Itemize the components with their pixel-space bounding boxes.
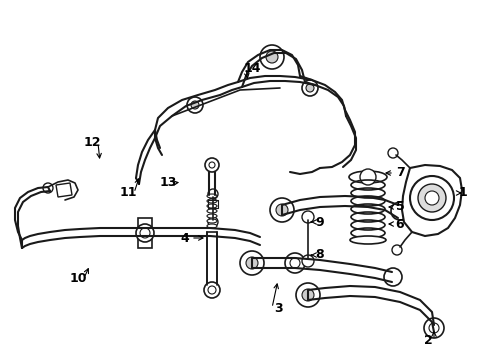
Text: 4: 4 — [181, 231, 189, 244]
Circle shape — [302, 211, 314, 223]
Circle shape — [302, 80, 318, 96]
Circle shape — [209, 162, 215, 168]
Circle shape — [424, 318, 444, 338]
Polygon shape — [138, 218, 152, 248]
Circle shape — [260, 45, 284, 69]
Ellipse shape — [207, 224, 217, 228]
Circle shape — [136, 224, 154, 242]
Circle shape — [360, 169, 376, 185]
Circle shape — [208, 189, 218, 199]
Text: 7: 7 — [395, 166, 404, 180]
Polygon shape — [402, 165, 462, 236]
Circle shape — [384, 268, 402, 286]
Circle shape — [208, 217, 218, 227]
Circle shape — [306, 84, 314, 92]
Circle shape — [246, 257, 258, 269]
Text: 10: 10 — [69, 271, 87, 284]
Circle shape — [302, 255, 314, 267]
Text: 8: 8 — [316, 248, 324, 261]
Circle shape — [187, 97, 203, 113]
Text: 9: 9 — [316, 216, 324, 229]
Polygon shape — [56, 183, 72, 197]
Circle shape — [205, 158, 219, 172]
Circle shape — [285, 253, 305, 273]
Circle shape — [270, 198, 294, 222]
Circle shape — [208, 286, 216, 294]
Text: 14: 14 — [243, 62, 261, 75]
Ellipse shape — [207, 219, 217, 223]
Circle shape — [410, 176, 454, 220]
Circle shape — [391, 202, 409, 220]
Polygon shape — [207, 232, 217, 285]
Ellipse shape — [350, 236, 386, 244]
Ellipse shape — [207, 204, 217, 208]
Text: 5: 5 — [395, 201, 404, 213]
Circle shape — [266, 51, 278, 63]
Circle shape — [296, 283, 320, 307]
Text: 2: 2 — [424, 333, 432, 346]
Circle shape — [290, 258, 300, 268]
Circle shape — [429, 323, 439, 333]
Ellipse shape — [349, 171, 387, 183]
Circle shape — [392, 245, 402, 255]
Text: 12: 12 — [83, 136, 101, 149]
Ellipse shape — [207, 214, 217, 218]
Ellipse shape — [207, 209, 217, 213]
Ellipse shape — [207, 199, 217, 203]
Circle shape — [302, 289, 314, 301]
Circle shape — [425, 191, 439, 205]
Circle shape — [240, 251, 264, 275]
Circle shape — [388, 148, 398, 158]
Circle shape — [418, 184, 446, 212]
Ellipse shape — [207, 194, 217, 198]
Circle shape — [191, 101, 199, 109]
Text: 1: 1 — [459, 186, 467, 199]
Circle shape — [204, 282, 220, 298]
Text: 11: 11 — [119, 186, 137, 199]
Circle shape — [43, 183, 53, 193]
Circle shape — [276, 204, 288, 216]
Text: 6: 6 — [396, 217, 404, 230]
Text: 3: 3 — [274, 302, 282, 315]
Text: 13: 13 — [159, 176, 177, 189]
